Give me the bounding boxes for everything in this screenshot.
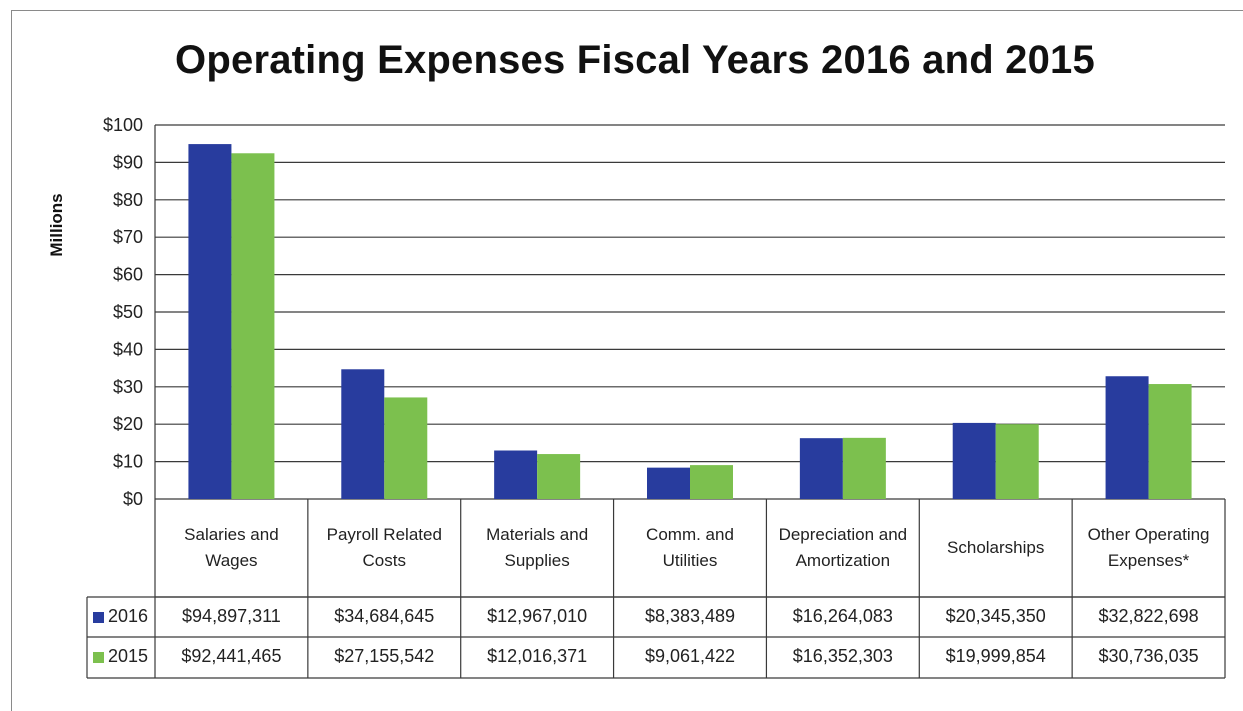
legend-label: 2016	[108, 606, 149, 626]
y-tick-label: $10	[113, 452, 143, 472]
bar-2016-6	[1105, 376, 1149, 499]
legend-entry-2016: 2016	[93, 597, 148, 635]
data-label-2016-5: $20,345,350	[945, 606, 1046, 626]
y-tick-label: $100	[103, 115, 143, 135]
data-label-2016-6: $32,822,698	[1098, 606, 1199, 626]
bar-2015-4	[842, 437, 886, 499]
chart-canvas: $0 $10 $20 $30 $40 $50 $60 $70 $80 $90 $100	[86, 115, 1226, 679]
y-tick-label: $40	[113, 339, 143, 359]
data-label-2016-3: $8,383,489	[644, 606, 736, 626]
data-label-2016-4: $16,264,083	[792, 606, 893, 626]
data-label-2015-2: $12,016,371	[487, 646, 588, 666]
data-label-2015-3: $9,061,422	[644, 646, 736, 666]
bar-2016-3	[647, 467, 690, 499]
legend-label: 2015	[108, 646, 149, 666]
bar-2016-2	[494, 450, 538, 499]
bar-2015-3	[690, 465, 733, 499]
y-tick-label: $0	[123, 489, 143, 509]
bar-2015-0	[231, 153, 275, 499]
chart-title: Operating Expenses Fiscal Years 2016 and…	[175, 38, 1095, 82]
bar-2015-1	[384, 397, 428, 499]
legend-swatch	[93, 612, 104, 623]
y-tick-label: $50	[113, 302, 143, 322]
y-tick-label: $30	[113, 377, 143, 397]
x-category-label: Materials and Supplies	[486, 525, 589, 570]
data-label-2015-1: $27,155,542	[334, 646, 435, 666]
x-category-label: Scholarships	[947, 538, 1045, 557]
data-label-2015-4: $16,352,303	[792, 646, 893, 666]
data-label-2016-1: $34,684,645	[334, 606, 435, 626]
bar-2015-2	[537, 454, 581, 499]
legend-swatch	[93, 652, 104, 663]
data-label-2015-6: $30,736,035	[1098, 646, 1199, 666]
x-category-label: Payroll Related Costs	[326, 525, 442, 570]
bar-2015-5	[995, 424, 1039, 499]
data-label-2016-2: $12,967,010	[487, 606, 588, 626]
x-category-label: Other Operating Expenses*	[1087, 525, 1210, 570]
x-category-label: Salaries and Wages	[184, 525, 279, 570]
y-tick-label: $70	[113, 227, 143, 247]
y-tick-label: $60	[113, 265, 143, 285]
y-tick-label: $90	[113, 152, 143, 172]
legend-entry-2015: 2015	[93, 637, 148, 675]
bar-2016-4	[799, 438, 843, 499]
x-category-label: Comm. and Utilities	[646, 525, 734, 570]
x-category-label: Depreciation and Amortization	[778, 525, 908, 570]
bar-2015-6	[1148, 384, 1192, 499]
y-tick-label: $20	[113, 414, 143, 434]
bar-2016-5	[952, 422, 996, 499]
data-label-2016-0: $94,897,311	[182, 606, 281, 626]
data-label-2015-5: $19,999,854	[945, 646, 1046, 666]
bar-2016-0	[188, 144, 232, 500]
y-tick-label: $80	[113, 190, 143, 210]
data-label-2015-0: $92,441,465	[181, 646, 282, 666]
bar-2016-1	[341, 369, 385, 499]
